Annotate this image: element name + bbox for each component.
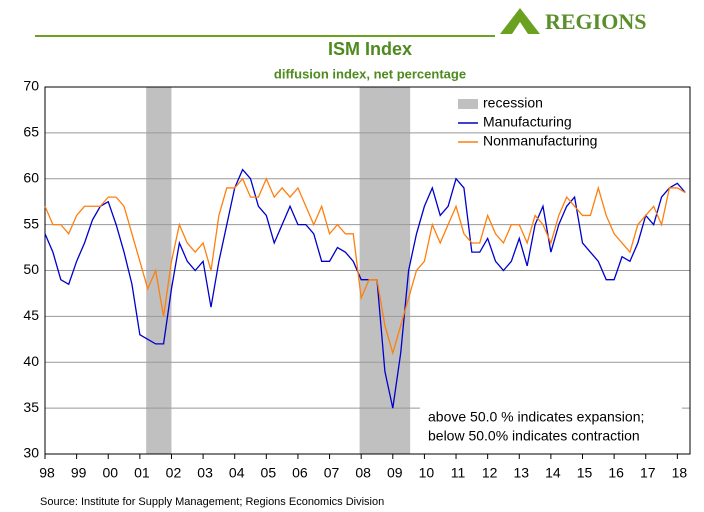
- x-tick-label: 05: [261, 465, 277, 481]
- y-tick-label: 65: [23, 124, 39, 140]
- y-tick-label: 50: [23, 261, 39, 277]
- x-tick-label: 16: [608, 465, 624, 481]
- x-tick-label: 07: [324, 465, 340, 481]
- x-tick-label: 08: [355, 465, 371, 481]
- x-tick-label: 14: [545, 465, 561, 481]
- y-tick-label: 30: [23, 445, 39, 461]
- legend-label: Nonmanufacturing: [483, 133, 597, 149]
- x-tick-label: 03: [197, 465, 213, 481]
- y-tick-label: 70: [23, 78, 39, 94]
- legend-swatch: [458, 99, 478, 109]
- logo-text: REGIONS: [545, 9, 646, 34]
- x-tick-label: 06: [292, 465, 308, 481]
- x-tick-label: 04: [229, 465, 245, 481]
- annotation: above 50.0 % indicates expansion;: [428, 409, 644, 425]
- x-tick-label: 11: [451, 465, 466, 481]
- x-tick-label: 12: [482, 465, 498, 481]
- source-note: Source: Institute for Supply Management;…: [40, 496, 384, 508]
- legend-label: Manufacturing: [483, 114, 572, 130]
- annotation: below 50.0% indicates contraction: [428, 428, 640, 444]
- y-tick-label: 40: [23, 353, 39, 369]
- x-tick-label: 99: [71, 465, 87, 481]
- y-tick-label: 60: [23, 169, 39, 185]
- y-tick-label: 45: [23, 307, 39, 323]
- x-tick-label: 00: [102, 465, 118, 481]
- plot-frame: [44, 86, 691, 455]
- x-tick-label: 17: [640, 465, 656, 481]
- logo-icon-inner: [512, 22, 528, 34]
- chart-subtitle: diffusion index, net percentage: [274, 66, 466, 81]
- series-line: [44, 177, 686, 356]
- x-tick-label: 98: [39, 465, 55, 481]
- x-tick-label: 01: [134, 465, 150, 481]
- x-tick-label: 09: [387, 465, 403, 481]
- series-line: [44, 168, 686, 409]
- annotation-box: [420, 405, 682, 449]
- x-tick-label: 18: [672, 465, 688, 481]
- y-tick-label: 55: [23, 215, 39, 231]
- x-tick-label: 15: [577, 465, 593, 481]
- x-tick-label: 02: [166, 465, 182, 481]
- legend-label: recession: [483, 95, 543, 111]
- chart-title: ISM Index: [328, 39, 412, 59]
- x-tick-label: 10: [419, 465, 435, 481]
- logo-icon: [500, 8, 540, 34]
- y-tick-label: 35: [23, 399, 39, 415]
- x-tick-label: 13: [513, 465, 529, 481]
